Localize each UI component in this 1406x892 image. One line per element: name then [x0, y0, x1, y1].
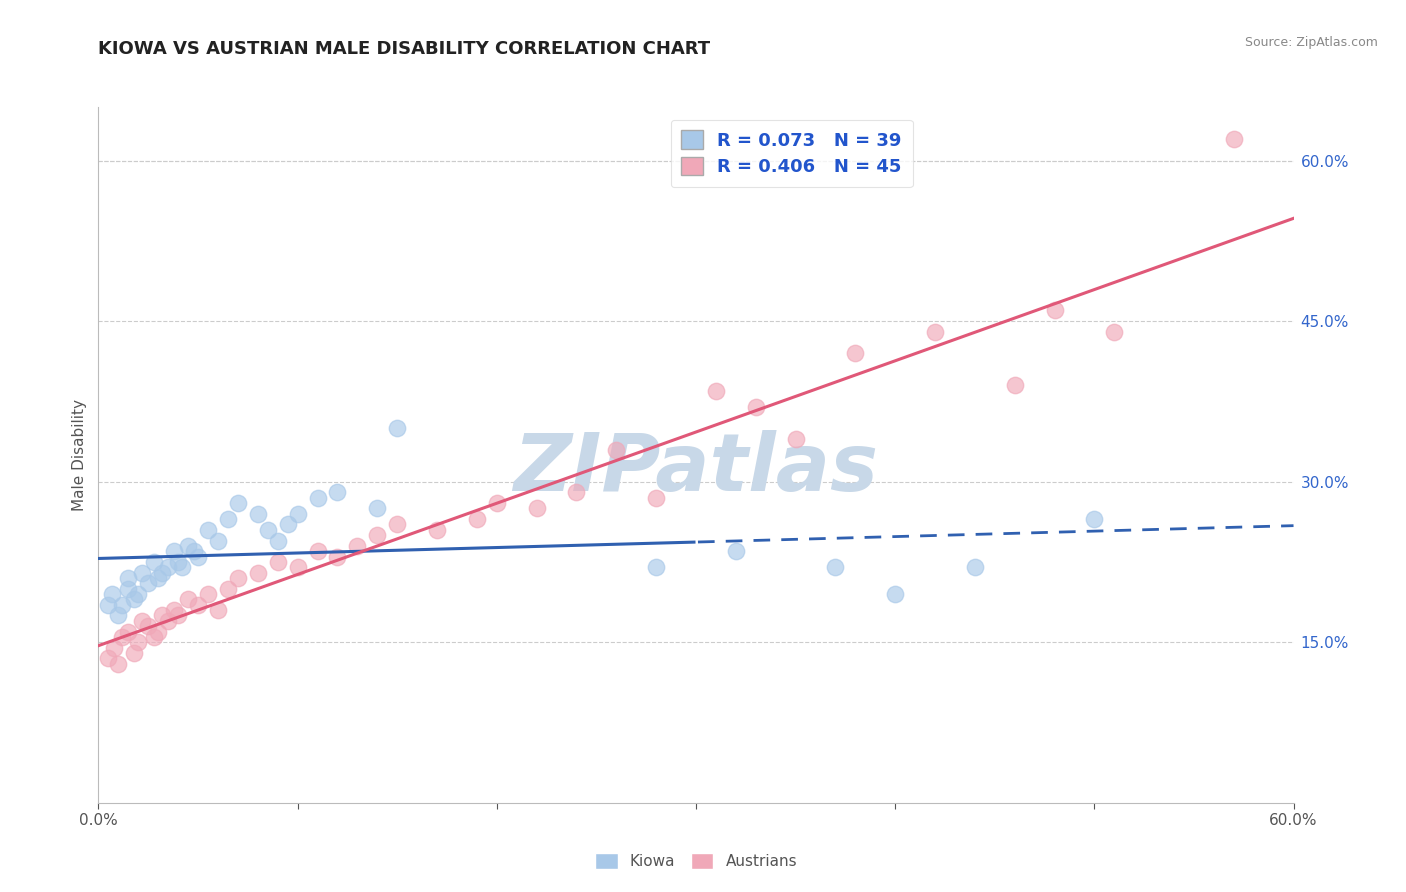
Point [157, 614, 180, 628]
Point [167, 608, 190, 623]
Point [97, 651, 120, 665]
Point [256, 523, 278, 537]
Point [366, 528, 388, 542]
Point [307, 544, 329, 558]
Point [217, 582, 239, 596]
Point [124, 592, 146, 607]
Point [131, 614, 153, 628]
Point [177, 592, 200, 607]
Point [127, 635, 149, 649]
Point [824, 560, 846, 574]
Point [103, 640, 125, 655]
Point [385, 517, 409, 532]
Point [172, 560, 194, 574]
Point [148, 624, 170, 639]
Point [485, 496, 508, 510]
Point [163, 603, 186, 617]
Point [326, 485, 349, 500]
Point [124, 646, 146, 660]
Point [187, 598, 209, 612]
Point [246, 507, 269, 521]
Legend: Kiowa, Austrians: Kiowa, Austrians [589, 847, 803, 875]
Point [326, 549, 349, 564]
Point [187, 549, 209, 564]
Text: Source: ZipAtlas.com: Source: ZipAtlas.com [1244, 36, 1378, 49]
Point [136, 576, 159, 591]
Point [704, 384, 727, 398]
Point [645, 560, 668, 574]
Point [111, 630, 134, 644]
Point [131, 566, 153, 580]
Point [143, 555, 166, 569]
Point [1004, 378, 1026, 392]
Point [785, 432, 807, 446]
Point [97, 598, 120, 612]
Point [924, 325, 946, 339]
Point [226, 571, 249, 585]
Point [346, 539, 368, 553]
Point [150, 566, 173, 580]
Point [163, 544, 186, 558]
Y-axis label: Male Disability: Male Disability [72, 399, 87, 511]
Point [217, 512, 239, 526]
Point [645, 491, 668, 505]
Point [246, 566, 269, 580]
Point [1222, 132, 1246, 146]
Point [117, 582, 139, 596]
Point [267, 533, 290, 548]
Text: ZIPatlas: ZIPatlas [513, 430, 879, 508]
Text: KIOWA VS AUSTRIAN MALE DISABILITY CORRELATION CHART: KIOWA VS AUSTRIAN MALE DISABILITY CORREL… [98, 40, 710, 58]
Point [117, 624, 139, 639]
Point [605, 442, 627, 457]
Point [197, 587, 219, 601]
Point [277, 517, 299, 532]
Point [963, 560, 986, 574]
Point [101, 587, 124, 601]
Point [884, 587, 907, 601]
Point [844, 346, 866, 360]
Point [526, 501, 548, 516]
Point [157, 560, 180, 574]
Point [117, 571, 139, 585]
Point [226, 496, 249, 510]
Point [1043, 303, 1066, 318]
Point [167, 555, 190, 569]
Point [197, 523, 219, 537]
Point [465, 512, 488, 526]
Point [177, 539, 200, 553]
Point [107, 657, 129, 671]
Point [745, 400, 768, 414]
Point [287, 507, 309, 521]
Point [136, 619, 159, 633]
Point [287, 560, 309, 574]
Point [385, 421, 409, 435]
Point [565, 485, 588, 500]
Point [267, 555, 290, 569]
Point [148, 571, 170, 585]
Point [183, 544, 205, 558]
Point [1083, 512, 1105, 526]
Point [307, 491, 329, 505]
Point [207, 533, 229, 548]
Point [366, 501, 388, 516]
Point [426, 523, 449, 537]
Point [127, 587, 149, 601]
Point [107, 608, 129, 623]
Point [1102, 325, 1125, 339]
Point [111, 598, 134, 612]
Point [150, 608, 173, 623]
Point [143, 630, 166, 644]
Point [724, 544, 747, 558]
Point [207, 603, 229, 617]
